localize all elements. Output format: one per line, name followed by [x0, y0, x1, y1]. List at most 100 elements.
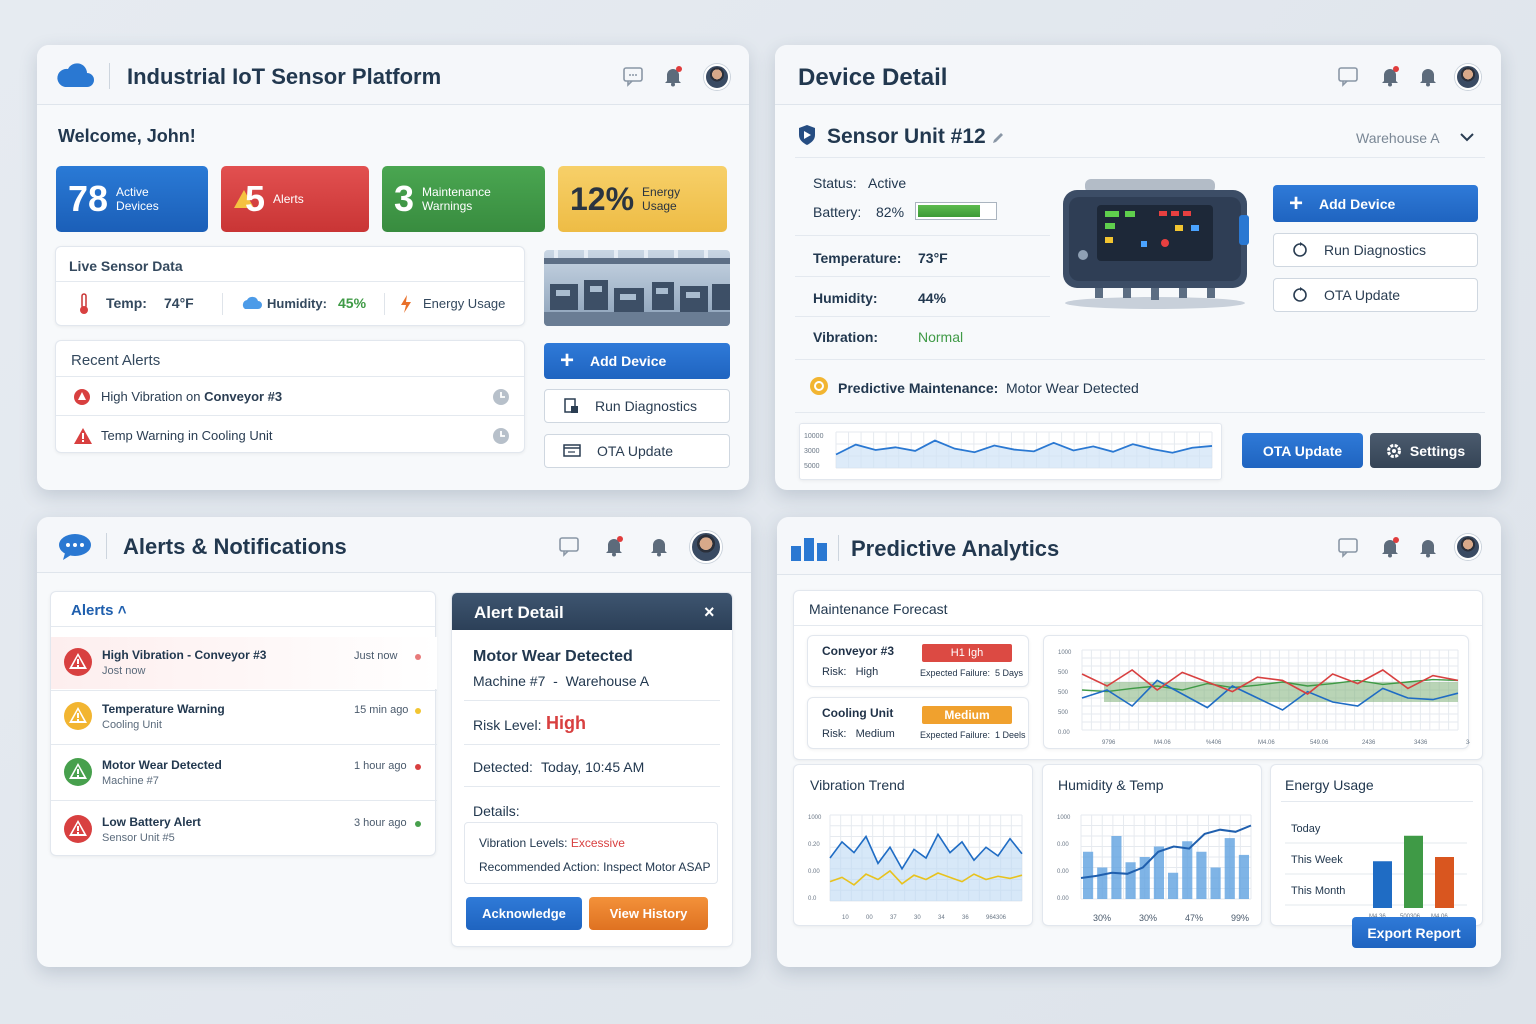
- bell-icon[interactable]: [1417, 65, 1439, 87]
- user-avatar[interactable]: [1455, 64, 1481, 90]
- header-divider: [109, 63, 110, 89]
- divider: [56, 376, 524, 377]
- divider: [794, 625, 1482, 626]
- alert-title: High Vibration - Conveyor #3: [102, 648, 267, 662]
- alert-row[interactable]: High Vibration - Conveyor #3 Jost now Just…: [51, 637, 437, 689]
- battery-value: 82%: [876, 204, 905, 220]
- x-tick-label: 549.06: [1310, 740, 1329, 746]
- thermometer-icon: [80, 293, 88, 314]
- alert-row[interactable]: Temperature Warning Cooling Unit 15 min ag…: [51, 691, 437, 743]
- temp-label: Temp:: [106, 295, 147, 311]
- bell-icon[interactable]: [648, 535, 670, 557]
- forecast-item-cooling[interactable]: Cooling Unit Risk: Medium Medium Expecte…: [807, 697, 1029, 749]
- stat-active-devices[interactable]: 78 Active Devices: [56, 166, 208, 232]
- recent-alert-1[interactable]: High Vibration on Conveyor #3: [101, 389, 283, 404]
- alert-detail-header: [452, 593, 732, 630]
- location-select[interactable]: Warehouse A: [1356, 130, 1440, 146]
- alert-row[interactable]: Motor Wear Detected Machine #7 1 hour ago: [51, 747, 437, 799]
- user-avatar[interactable]: [690, 531, 722, 563]
- refresh-icon: [1293, 287, 1307, 302]
- warning-icon: [234, 190, 254, 208]
- recent-alerts-title: Recent Alerts: [71, 352, 161, 369]
- stat-energy[interactable]: 12% Energy Usage: [558, 166, 727, 232]
- risk-level-value: High: [546, 713, 586, 733]
- plus-icon: +: [1289, 189, 1304, 217]
- forecast-item-conveyor[interactable]: Conveyor #3 Risk: High H1 Igh Expected F…: [807, 635, 1029, 687]
- temperature-value: 73°F: [918, 250, 948, 266]
- bell-icon[interactable]: [1379, 536, 1401, 558]
- clock-icon[interactable]: [492, 388, 510, 406]
- add-device-button[interactable]: + Add Device: [1273, 185, 1478, 222]
- recent-alert-2[interactable]: Temp Warning in Cooling Unit: [101, 428, 273, 443]
- y-tick-label: 1000: [1057, 815, 1071, 821]
- divider: [51, 744, 437, 745]
- user-avatar[interactable]: [704, 64, 730, 90]
- humidity-label: Humidity:: [813, 290, 878, 306]
- chat-icon[interactable]: [558, 535, 580, 557]
- close-icon[interactable]: ×: [704, 602, 715, 622]
- y-tick-label: 3000: [804, 448, 820, 455]
- x-tick-label: 36: [962, 915, 969, 921]
- bar: [1224, 838, 1235, 899]
- export-report-button[interactable]: Export Report: [1352, 917, 1476, 948]
- chat-bubble-icon: [59, 534, 91, 560]
- run-diagnostics-button[interactable]: Run Diagnostics: [544, 389, 730, 423]
- bell-icon[interactable]: [603, 535, 625, 557]
- ota-update-button[interactable]: OTA Update: [1273, 278, 1478, 312]
- chat-icon[interactable]: [1337, 65, 1359, 87]
- status-dot: [415, 764, 421, 770]
- status-dot: [415, 654, 421, 660]
- add-device-button[interactable]: + Add Device: [544, 343, 730, 379]
- bell-icon[interactable]: [662, 65, 684, 87]
- alert-severity-icon: [64, 702, 92, 730]
- stat-alerts[interactable]: 5 Alerts: [221, 166, 369, 232]
- edit-icon[interactable]: [991, 131, 1005, 145]
- refresh-icon: [1293, 242, 1307, 257]
- ota-update-button[interactable]: OTA Update: [544, 434, 730, 468]
- chat-icon[interactable]: [622, 65, 644, 87]
- header-divider: [838, 535, 839, 561]
- stat-maintenance[interactable]: 3 Maintenance Warnings: [382, 166, 545, 232]
- energy-label: Energy Usage: [423, 296, 506, 311]
- status-value: Active: [868, 175, 907, 191]
- ota-update-button-2[interactable]: OTA Update: [1242, 433, 1363, 468]
- alert-row[interactable]: Low Battery Alert Sensor Unit #5 3 hour ag…: [51, 804, 437, 856]
- forecast-chart-svg: 1000 500 500 500 0.00 9796 M4.06 %406 M4.06 549.0…: [1058, 649, 1480, 746]
- monitor-icon: [563, 444, 581, 457]
- settings-button[interactable]: Settings: [1370, 433, 1481, 468]
- y-tick-label: 0.20: [808, 842, 820, 848]
- bell-icon[interactable]: [1379, 65, 1401, 87]
- alert-time: 1 hour ago: [354, 760, 407, 772]
- clock-icon[interactable]: [492, 427, 510, 445]
- chat-icon[interactable]: [1337, 536, 1359, 558]
- analytics-panel: Predictive Analytics Maintenance Forecas…: [777, 517, 1501, 967]
- analytics-header: [777, 517, 1501, 575]
- area-fill: [830, 834, 1022, 901]
- bell-icon[interactable]: [1417, 536, 1439, 558]
- alerts-tab[interactable]: Alerts ˄: [71, 602, 127, 619]
- divider: [464, 744, 720, 745]
- alerts-title: Alerts & Notifications: [123, 534, 347, 559]
- temperature-label: Temperature:: [813, 250, 902, 266]
- diagnostics-icon: [564, 398, 578, 413]
- header-divider: [106, 533, 107, 559]
- device-detail-title: Device Detail: [798, 64, 948, 91]
- energy-bar: [1404, 835, 1423, 908]
- detail-alert-title: Motor Wear Detected: [473, 648, 633, 665]
- run-diagnostics-button[interactable]: Run Diagnostics: [1273, 233, 1478, 267]
- y-tick-label: 0.0: [808, 896, 817, 902]
- page-title: Industrial IoT Sensor Platform: [127, 64, 442, 89]
- welcome-text: Welcome, John!: [58, 126, 196, 146]
- alert-title: Low Battery Alert: [102, 815, 201, 829]
- energy-label: This Week: [1291, 854, 1343, 866]
- acknowledge-button[interactable]: Acknowledge: [466, 897, 582, 930]
- vibration-levels: Vibration Levels: Excessive: [479, 836, 625, 850]
- x-tick-label: 30%: [1139, 913, 1157, 923]
- view-history-button[interactable]: View History: [589, 897, 708, 930]
- vibration-label: Vibration:: [813, 329, 879, 345]
- chevron-down-icon[interactable]: [1459, 131, 1475, 143]
- series-line: [1080, 824, 1252, 879]
- user-avatar[interactable]: [1455, 534, 1481, 560]
- alert-detail-title: Alert Detail: [474, 603, 564, 622]
